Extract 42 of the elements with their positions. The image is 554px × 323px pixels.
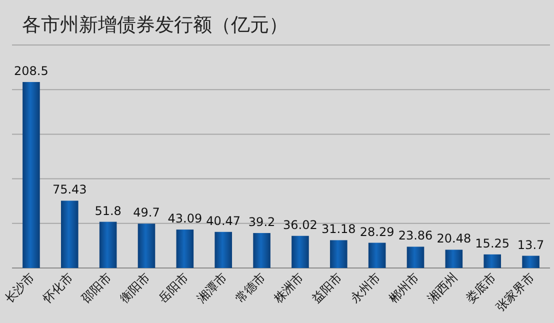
data-label: 15.25 bbox=[475, 236, 510, 250]
data-label: 20.48 bbox=[436, 232, 472, 246]
data-label: 75.43 bbox=[52, 182, 87, 197]
data-label: 13.7 bbox=[517, 238, 544, 252]
bar bbox=[22, 82, 40, 268]
bar bbox=[330, 240, 348, 268]
bar bbox=[60, 200, 78, 268]
x-tick-label: 永州市 bbox=[348, 270, 384, 306]
data-label: 28.29 bbox=[360, 224, 394, 239]
bar bbox=[292, 236, 309, 268]
x-tick-label: 邵阳市 bbox=[78, 270, 114, 306]
x-tick-label: 郴州市 bbox=[386, 270, 422, 306]
data-label: 39.2 bbox=[248, 215, 276, 230]
bar bbox=[445, 250, 463, 268]
bar bbox=[176, 230, 194, 268]
bar bbox=[214, 232, 232, 268]
x-tick-label: 衡阳市 bbox=[117, 270, 153, 306]
bar bbox=[368, 242, 386, 268]
x-tick-label: 湘西州 bbox=[424, 270, 460, 306]
data-label: 31.18 bbox=[321, 222, 356, 236]
data-label: 49.7 bbox=[133, 206, 160, 220]
data-label: 23.86 bbox=[398, 228, 433, 243]
bar bbox=[484, 254, 502, 268]
data-label: 36.02 bbox=[283, 218, 318, 232]
x-tick-label: 湘潭市 bbox=[194, 270, 230, 306]
x-tick-label: 张家界市 bbox=[493, 270, 537, 314]
x-tick-label: 怀化市 bbox=[40, 270, 76, 306]
bar bbox=[522, 256, 540, 268]
x-tick-label: 株洲市 bbox=[270, 270, 306, 306]
x-tick-label: 岳阳市 bbox=[156, 270, 192, 306]
x-tick-label: 常德市 bbox=[232, 270, 268, 306]
x-tick-label: 益阳市 bbox=[309, 270, 345, 306]
data-label: 40.47 bbox=[206, 214, 241, 228]
data-label: 43.09 bbox=[168, 212, 202, 226]
chart-title: 各市州新增债券发行额（亿元） bbox=[22, 14, 288, 36]
bar bbox=[99, 222, 117, 268]
bar bbox=[138, 224, 156, 268]
data-label: 208.5 bbox=[14, 64, 48, 78]
x-tick-label: 长沙市 bbox=[2, 270, 38, 306]
bar bbox=[253, 233, 270, 268]
data-label: 51.8 bbox=[94, 204, 122, 218]
bar bbox=[406, 246, 424, 268]
